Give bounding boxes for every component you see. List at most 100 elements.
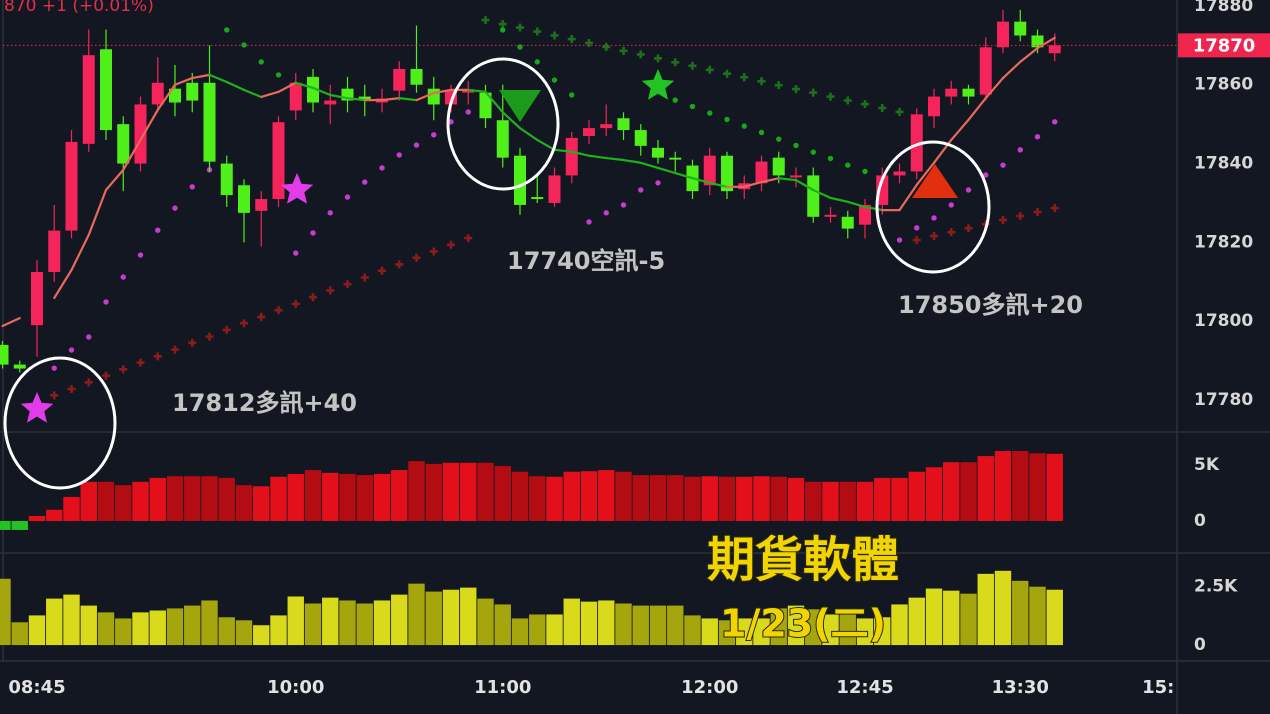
- volume-bar: [856, 481, 874, 521]
- cross-marker: [567, 35, 576, 44]
- ma-segment: [777, 177, 798, 182]
- volume-bar: [304, 603, 322, 646]
- x-tick-label: 15:: [1142, 677, 1174, 698]
- sar-dot: [396, 152, 402, 158]
- volume-bar: [391, 594, 408, 646]
- candle-body: [65, 141, 78, 231]
- volume-bar: [770, 608, 787, 646]
- y-tick-label: 17860: [1194, 75, 1253, 95]
- cross-marker: [809, 88, 818, 97]
- ma-segment: [656, 166, 677, 175]
- volume-bar: [494, 466, 511, 521]
- volume-bar: [615, 603, 632, 646]
- candle-body: [1048, 45, 1061, 54]
- candle-body: [910, 114, 923, 172]
- volume-bar: [184, 605, 201, 646]
- ma-segment: [398, 97, 418, 102]
- ma-segment: [467, 88, 487, 93]
- volume-bar: [11, 520, 28, 530]
- cross-marker: [240, 319, 248, 328]
- last-price-label: 17870: [1193, 35, 1256, 56]
- cross-marker: [395, 260, 404, 269]
- volume-bar: [701, 476, 718, 521]
- sar-dot: [517, 44, 523, 50]
- sar-dot: [293, 250, 299, 256]
- volume-bar: [1046, 453, 1063, 521]
- volume-bar: [1029, 453, 1046, 521]
- watermark: 期貨軟體: [707, 532, 899, 588]
- candle-body: [703, 155, 716, 186]
- cross-marker: [774, 81, 783, 90]
- ma-segment: [570, 150, 591, 157]
- volume-bar: [218, 477, 235, 521]
- sar-dot: [569, 92, 575, 98]
- candle-body: [13, 364, 26, 369]
- cross-marker: [498, 20, 507, 29]
- cross-marker: [429, 247, 438, 256]
- volume-bar: [632, 605, 649, 646]
- volume-bar: [891, 477, 908, 521]
- ma-segment: [53, 268, 73, 300]
- sar-dot: [1052, 119, 1058, 125]
- ma-segment: [156, 83, 177, 112]
- candle-body: [652, 147, 664, 158]
- y-tick-label: 5K: [1194, 455, 1220, 475]
- candle-body: [514, 155, 526, 205]
- volume-bar: [822, 614, 839, 646]
- ma-segment: [587, 154, 608, 160]
- volume-bar: [477, 462, 494, 521]
- cross-marker: [723, 69, 731, 78]
- sar-dot: [810, 149, 816, 155]
- cross-marker: [585, 38, 593, 47]
- volume-bar: [580, 601, 598, 646]
- volume-bar: [770, 476, 787, 521]
- volume-bar: [11, 622, 28, 646]
- candle-body: [979, 47, 992, 95]
- plot: [0, 9, 1177, 646]
- ma-segment: [536, 138, 556, 151]
- volume-bar: [805, 609, 822, 646]
- ma-segment: [794, 179, 815, 192]
- candle-body: [876, 175, 889, 205]
- candle-body: [0, 344, 9, 365]
- ma-segment: [277, 81, 297, 93]
- sar-dot: [758, 129, 765, 136]
- volume-bar: [994, 451, 1012, 521]
- candle-body: [117, 124, 130, 164]
- cross-marker: [481, 16, 490, 25]
- candle-body: [997, 21, 1009, 48]
- cross-marker: [999, 215, 1007, 224]
- volume-bar: [253, 486, 270, 521]
- volume-bar: [287, 596, 304, 646]
- x-tick-label: 11:00: [474, 677, 531, 698]
- sar-dot: [862, 168, 868, 175]
- volume-bar: [943, 462, 960, 521]
- volume-bar: [0, 578, 11, 646]
- sar-dot: [224, 27, 230, 33]
- volume-bar: [322, 472, 339, 521]
- volume-bar: [373, 600, 391, 646]
- x-tick-label: 12:45: [836, 677, 893, 698]
- cross-marker: [895, 107, 904, 116]
- volume-bar: [994, 570, 1012, 646]
- volume-bar: [270, 476, 287, 521]
- cross-marker: [843, 96, 852, 105]
- ma-segment: [553, 148, 573, 153]
- volume-bar: [166, 608, 184, 646]
- ma-segment: [329, 93, 349, 100]
- ma-segment: [501, 111, 522, 130]
- volume-bar: [63, 594, 80, 646]
- cross-marker: [102, 371, 110, 380]
- sar-dot: [310, 230, 316, 236]
- cross-marker: [67, 385, 76, 394]
- volume-bar: [201, 476, 218, 521]
- cross-marker: [1016, 212, 1025, 220]
- ma-segment: [1036, 36, 1056, 50]
- volume-bar: [460, 462, 477, 521]
- sar-dot: [327, 210, 333, 216]
- ma-segment: [1001, 60, 1022, 80]
- sar-dot: [258, 59, 264, 65]
- volume-bar: [667, 605, 684, 646]
- ma-segment: [622, 158, 642, 164]
- cross-marker: [826, 92, 835, 101]
